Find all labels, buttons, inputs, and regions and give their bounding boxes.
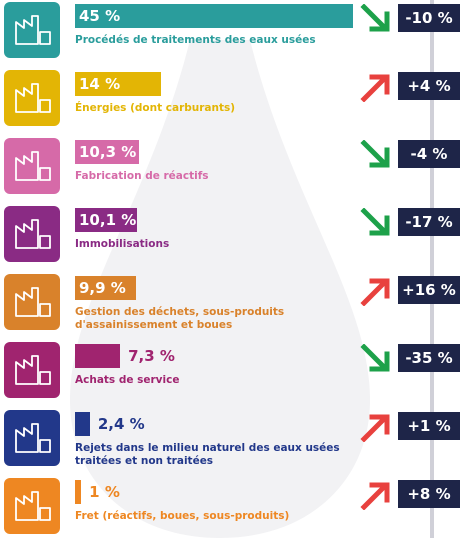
icon bbox=[4, 410, 60, 466]
bar bbox=[75, 344, 121, 368]
icon bbox=[4, 70, 60, 126]
trend-arrow bbox=[360, 74, 390, 102]
value-label: 9,9 % bbox=[79, 279, 126, 297]
trend-arrow bbox=[360, 4, 390, 32]
icon-bg bbox=[4, 478, 60, 534]
change-label: +4 % bbox=[398, 72, 460, 100]
icon bbox=[4, 206, 60, 262]
drop-shape bbox=[70, 40, 370, 538]
arrow-shape bbox=[360, 208, 390, 236]
trend-arrow bbox=[360, 278, 390, 306]
change-label: -17 % bbox=[398, 208, 460, 236]
value-label: 1 % bbox=[89, 483, 120, 501]
category-label: Fret (réactifs, boues, sous-produits) bbox=[75, 510, 290, 522]
bar bbox=[75, 276, 137, 300]
trend-arrow bbox=[360, 344, 390, 372]
value-label: 7,3 % bbox=[128, 347, 175, 365]
category-label: Procédés de traitements des eaux usées bbox=[75, 34, 316, 46]
icon bbox=[4, 138, 60, 194]
bar bbox=[75, 4, 353, 28]
arrow-shape bbox=[360, 140, 390, 168]
icon-art bbox=[15, 15, 51, 45]
value-label: 10,1 % bbox=[79, 211, 137, 229]
icon-bg bbox=[4, 2, 60, 58]
change-label: +1 % bbox=[398, 412, 460, 440]
category-label: Gestion des déchets, sous-produits d'ass… bbox=[75, 306, 285, 331]
icon bbox=[4, 2, 60, 58]
value-label: 14 % bbox=[79, 75, 121, 93]
icon-bg bbox=[4, 410, 60, 466]
icon bbox=[4, 342, 60, 398]
change-label: +8 % bbox=[398, 480, 460, 508]
trend-arrow bbox=[360, 208, 390, 236]
trend-arrow bbox=[360, 140, 390, 168]
value-label: 2,4 % bbox=[97, 415, 145, 433]
icon bbox=[4, 478, 60, 534]
value-label: 45 % bbox=[79, 7, 121, 25]
change-label: -35 % bbox=[398, 344, 460, 372]
arrow-shape bbox=[360, 4, 390, 32]
arrow-shape bbox=[360, 414, 390, 442]
value-label: 10,3 % bbox=[79, 143, 137, 161]
category-label: Énergies (dont carburants) bbox=[75, 102, 236, 114]
icon-art bbox=[15, 151, 51, 181]
category-label: Achats de service bbox=[75, 374, 180, 386]
icon-art bbox=[15, 423, 51, 453]
bar bbox=[75, 208, 138, 232]
arrow-shape bbox=[360, 482, 390, 510]
category-label: Immobilisations bbox=[75, 238, 170, 250]
icon-bg bbox=[4, 342, 60, 398]
bar bbox=[75, 140, 139, 164]
icon-bg bbox=[4, 274, 60, 330]
change-label: +16 % bbox=[398, 276, 460, 304]
icon bbox=[4, 274, 60, 330]
category-label: Fabrication de réactifs bbox=[75, 170, 209, 182]
trend-arrow bbox=[360, 414, 390, 442]
arrow-shape bbox=[360, 344, 390, 372]
icon-bg bbox=[4, 206, 60, 262]
change-label: -10 % bbox=[398, 4, 460, 32]
change-label: -4 % bbox=[398, 140, 460, 168]
icon-art bbox=[15, 491, 51, 521]
category-label: Rejets dans le milieu naturel des eaux u… bbox=[75, 442, 340, 467]
arrow-shape bbox=[360, 278, 390, 306]
bar bbox=[75, 72, 162, 96]
icon-art bbox=[15, 219, 51, 249]
bar bbox=[75, 412, 90, 436]
bar bbox=[75, 480, 82, 504]
icon-art bbox=[15, 287, 51, 317]
icon-art bbox=[15, 83, 51, 113]
icon-bg bbox=[4, 70, 60, 126]
arrow-shape bbox=[360, 74, 390, 102]
trend-arrow bbox=[360, 482, 390, 510]
icon-bg bbox=[4, 138, 60, 194]
icon-art bbox=[15, 355, 51, 385]
